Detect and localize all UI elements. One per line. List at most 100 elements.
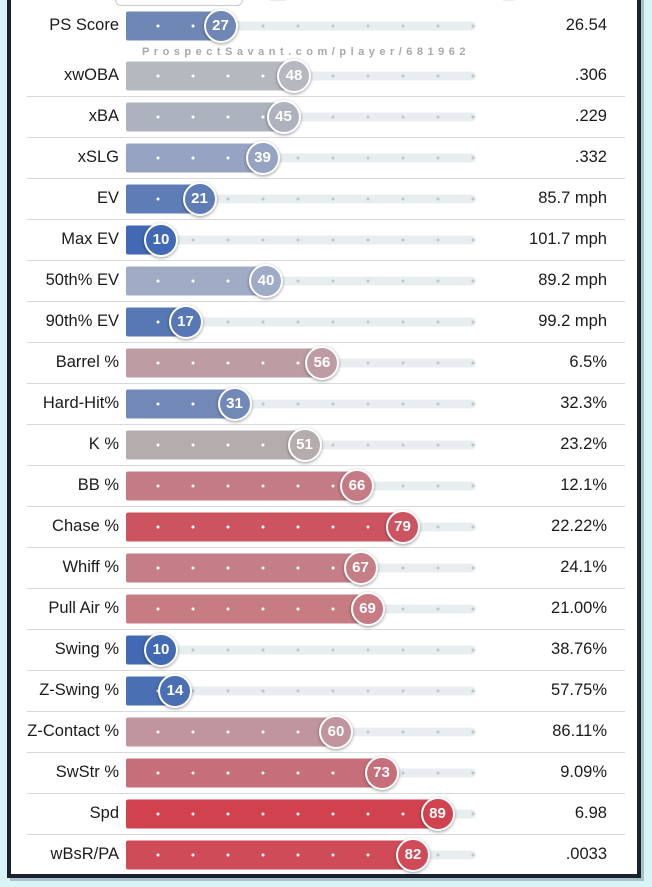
scale-dot: [191, 853, 194, 856]
percentile-bar[interactable]: 40: [126, 260, 476, 301]
scale-dot: [471, 197, 474, 200]
percentile-badge[interactable]: 27: [203, 8, 238, 43]
percentile-badge[interactable]: 89: [420, 796, 455, 831]
percentile-bar[interactable]: 17: [126, 301, 476, 342]
percentile-number: 40: [257, 272, 275, 289]
percentile-badge[interactable]: 73: [364, 755, 399, 790]
scale-dot: [191, 648, 194, 651]
scale-dot: [156, 115, 159, 118]
percentile-bar[interactable]: 21: [126, 178, 476, 219]
scale-dot: [366, 402, 369, 405]
percentile-bar[interactable]: 89: [126, 793, 476, 834]
scale-dot: [261, 853, 264, 856]
scale-dot: [436, 730, 439, 733]
percentile-number: 27: [212, 17, 229, 34]
percentile-bar[interactable]: 27: [126, 5, 476, 46]
scale-dot: [226, 443, 229, 446]
scale-dot: [226, 853, 229, 856]
scale-dot: [471, 853, 474, 856]
scale-dot: [261, 525, 264, 528]
scale-dot: [191, 484, 194, 487]
scale-dot: [261, 607, 264, 610]
stat-value: 23.2%: [560, 435, 607, 453]
stat-value: 12.1%: [560, 476, 607, 494]
scale-dot: [366, 730, 369, 733]
percentile-badge[interactable]: 48: [277, 58, 311, 93]
percentile-bar[interactable]: 39: [126, 137, 476, 178]
stat-label: Chase %: [52, 517, 119, 535]
scale-dot: [331, 648, 334, 651]
scale-dot: [226, 361, 229, 364]
percentile-track: [126, 235, 476, 244]
scale-dot: [156, 74, 159, 77]
percentile-badge[interactable]: 51: [287, 427, 322, 462]
percentile-fill: [126, 471, 357, 500]
scale-dot: [436, 320, 439, 323]
percentile-badge[interactable]: 10: [144, 632, 178, 667]
scale-dot: [226, 320, 229, 323]
percentile-badge[interactable]: 40: [249, 263, 283, 298]
scale-dot: [471, 443, 474, 446]
scale-dot: [331, 115, 334, 118]
percentile-badge[interactable]: 31: [217, 386, 252, 421]
stat-value: .0033: [565, 845, 607, 863]
percentile-badge[interactable]: 56: [305, 345, 339, 380]
stat-label: Swing %: [54, 640, 119, 658]
percentile-bar[interactable]: 10: [126, 629, 476, 670]
percentile-bar[interactable]: 48: [126, 55, 476, 96]
percentile-bar[interactable]: 45: [126, 96, 476, 137]
scale-dot: [296, 238, 299, 241]
scale-dot: [401, 484, 404, 487]
percentile-bar[interactable]: 60: [126, 711, 476, 752]
percentile-badge[interactable]: 60: [319, 714, 353, 749]
scale-dot: [261, 320, 264, 323]
percentile-number: 69: [359, 600, 376, 617]
scale-dot: [296, 812, 299, 815]
scale-dot: [191, 24, 194, 27]
scale-dot: [226, 771, 229, 774]
percentile-badge[interactable]: 67: [343, 550, 378, 585]
scale-dot: [296, 320, 299, 323]
scale-dot: [296, 689, 299, 692]
percentile-bar[interactable]: 51: [126, 424, 476, 465]
percentile-badge[interactable]: 14: [158, 673, 192, 708]
scale-dot: [366, 197, 369, 200]
percentile-badge[interactable]: 10: [144, 222, 178, 257]
percentile-bar[interactable]: 14: [126, 670, 476, 711]
percentile-number: 45: [275, 108, 292, 125]
scale-dot: [331, 402, 334, 405]
scale-dot: [261, 24, 264, 27]
percentile-bar[interactable]: 67: [126, 547, 476, 588]
scale-dot: [191, 402, 194, 405]
scale-dot: [331, 74, 334, 77]
percentile-badge[interactable]: 69: [350, 591, 385, 626]
percentile-badge[interactable]: 82: [396, 837, 430, 872]
scale-dot: [436, 197, 439, 200]
percentile-badge[interactable]: 17: [168, 304, 203, 339]
percentile-badge[interactable]: 66: [340, 468, 374, 503]
percentile-bar[interactable]: 56: [126, 342, 476, 383]
stat-value: 26.54: [565, 16, 607, 34]
scale-dot: [331, 24, 334, 27]
percentile-bar[interactable]: 79: [126, 506, 476, 547]
percentile-bar[interactable]: 31: [126, 383, 476, 424]
scale-dot: [471, 525, 474, 528]
percentile-bar[interactable]: 66: [126, 465, 476, 506]
percentile-badge[interactable]: 79: [385, 509, 420, 544]
scale-dot: [261, 361, 264, 364]
percentile-badge[interactable]: 39: [245, 140, 280, 175]
percentile-badge[interactable]: 45: [266, 99, 301, 134]
stat-value: 57.75%: [551, 681, 607, 699]
scale-dot: [191, 566, 194, 569]
percentile-bar[interactable]: 69: [126, 588, 476, 629]
percentile-badge[interactable]: 21: [182, 181, 217, 216]
percentile-bar[interactable]: 73: [126, 752, 476, 793]
percentile-bar[interactable]: 82: [126, 834, 476, 875]
scale-dot: [261, 402, 264, 405]
percentile-number: 21: [191, 190, 208, 207]
scale-dot: [296, 648, 299, 651]
percentile-bar[interactable]: 10: [126, 219, 476, 260]
scale-dot: [436, 74, 439, 77]
cropped-control-fragment: [503, 0, 515, 1]
scale-dot: [156, 689, 159, 692]
